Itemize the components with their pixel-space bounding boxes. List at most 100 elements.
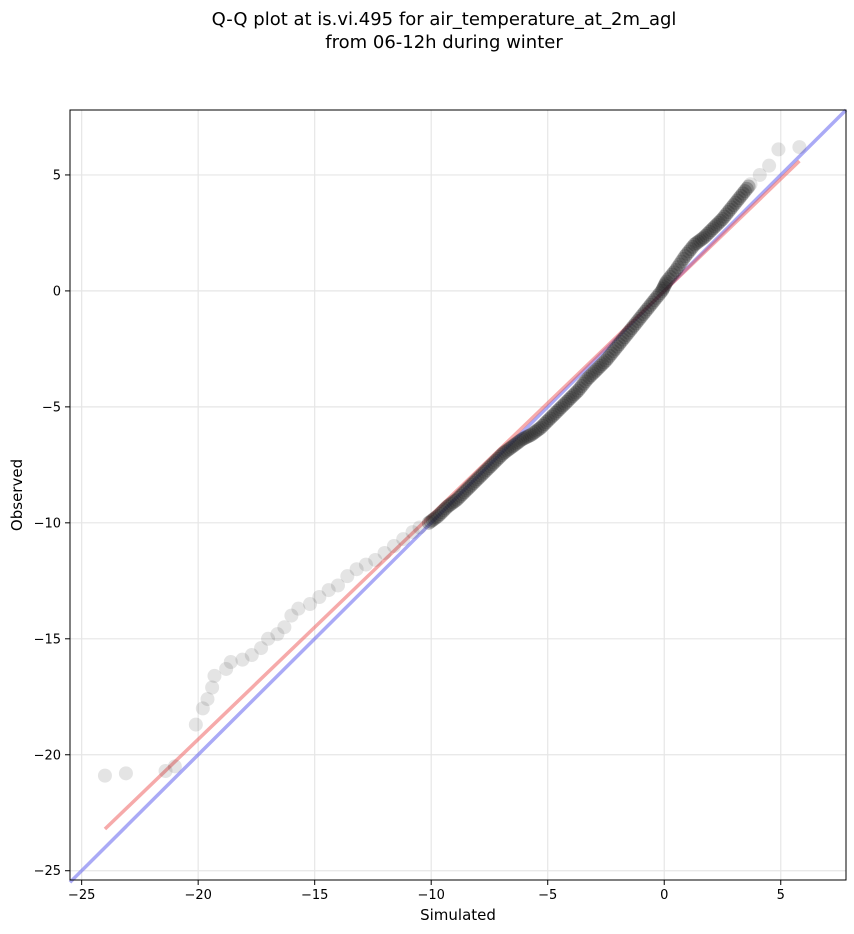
data-point [515,432,530,447]
data-point [205,680,220,695]
data-point [488,453,503,468]
data-point [647,293,662,308]
data-point [539,415,554,430]
data-point [704,223,719,238]
data-point [737,184,752,199]
data-point [585,366,600,381]
data-point [513,433,528,448]
x-axis-label: Simulated [420,906,496,924]
data-point [559,394,574,409]
data-point [667,265,682,280]
data-point [303,597,318,612]
data-point [468,474,483,489]
data-point [561,392,576,407]
data-point [693,233,708,248]
data-point [732,191,747,206]
data-point [567,387,582,402]
data-point [537,417,552,432]
data-point [672,257,687,272]
data-point [368,552,383,567]
y-tick-label: −15 [34,632,61,647]
data-point [696,230,711,245]
data-point [617,330,632,345]
data-point [587,364,602,379]
y-tick-label: −25 [34,864,61,879]
data-point [396,532,411,547]
data-point [708,219,723,234]
data-point [584,368,599,383]
data-point [713,213,728,228]
data-point [730,193,745,208]
data-point [571,383,586,398]
data-point [270,627,285,642]
data-point [167,759,182,774]
data-point [752,167,767,182]
data-point [597,355,612,370]
data-point [771,142,786,157]
data-point [518,430,533,445]
data-point [349,562,364,577]
data-point [511,435,526,450]
data-point [657,278,672,293]
data-point [502,442,517,457]
data-point [715,212,730,227]
data-point [743,177,758,192]
data-point [462,479,477,494]
data-point [569,385,584,400]
data-point [223,654,238,669]
data-point [496,446,511,461]
data-point [726,198,741,213]
fit-line-group [103,159,801,831]
data-point [505,439,520,454]
data-point [195,701,210,716]
data-point [621,325,636,340]
data-point [613,334,628,349]
data-point [694,231,709,246]
data-point [600,351,615,366]
data-point [358,557,373,572]
data-point [680,246,695,261]
data-point [636,307,651,322]
data-point [683,242,698,257]
data-point [503,440,518,455]
data-point [436,503,451,518]
data-point [639,302,654,317]
data-point [543,411,558,426]
data-point [676,251,691,266]
data-point [475,466,490,481]
data-point [734,188,749,203]
data-point [728,195,743,210]
data-point [649,290,664,305]
data-point [531,422,546,437]
data-point [498,444,513,459]
data-point [522,428,537,443]
data-point [762,158,777,173]
data-point [612,337,627,352]
y-axis-ticks: −25 −20 −15 −10 −5 0 5 [34,168,70,879]
data-point [552,402,567,417]
data-point [470,472,485,487]
data-point [516,431,531,446]
data-point [405,525,420,540]
data-point [659,274,674,289]
x-axis-ticks: −25 −20 −15 −10 −5 0 5 [68,880,785,903]
data-point [235,652,250,667]
data-point [291,601,306,616]
data-point [665,267,680,282]
data-point [681,244,696,259]
data-point [563,391,578,406]
data-point [330,578,345,593]
data-point [556,398,571,413]
data-point [377,545,392,560]
chart-title-line-2: from 06-12h during winter [325,32,563,53]
data-point [576,376,591,391]
data-point [651,288,666,303]
data-point [739,181,754,196]
data-point [449,492,464,507]
data-point [574,378,589,393]
data-point [541,413,556,428]
data-point [645,295,660,310]
data-point [689,236,704,251]
data-point [487,455,502,470]
